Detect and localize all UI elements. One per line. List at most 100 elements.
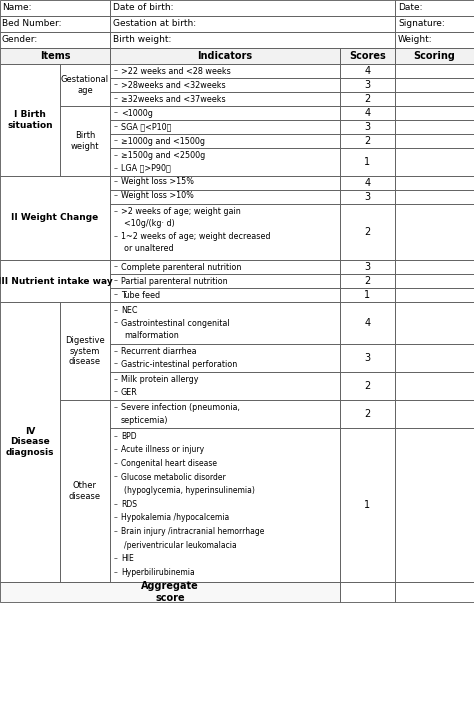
Text: –: –: [114, 527, 118, 536]
Text: RDS: RDS: [121, 500, 137, 509]
Bar: [395, 176, 474, 190]
Bar: [0, 48, 110, 64]
Bar: [110, 260, 340, 274]
Text: –: –: [114, 445, 118, 454]
Text: Brain injury /intracranial hemorrhage: Brain injury /intracranial hemorrhage: [121, 527, 264, 536]
Bar: [110, 400, 340, 428]
Bar: [395, 92, 474, 106]
Bar: [340, 204, 395, 260]
Bar: [340, 120, 395, 134]
Text: Digestive
system
disease: Digestive system disease: [65, 336, 105, 366]
Bar: [395, 582, 474, 602]
Text: BPD: BPD: [121, 432, 137, 441]
Text: 1: 1: [365, 500, 371, 510]
Text: –: –: [114, 164, 118, 173]
Text: <10g/(kg· d): <10g/(kg· d): [124, 219, 175, 228]
Text: –: –: [114, 568, 118, 577]
Text: –: –: [114, 388, 118, 396]
Text: 2: 2: [365, 136, 371, 146]
Text: –: –: [114, 191, 118, 200]
Text: I Birth
situation: I Birth situation: [7, 111, 53, 130]
Text: Weight loss >15%: Weight loss >15%: [121, 177, 194, 186]
Text: 1: 1: [365, 290, 371, 300]
Text: –: –: [114, 207, 118, 216]
Text: malformation: malformation: [124, 331, 179, 340]
Text: GER: GER: [121, 388, 138, 396]
Bar: [340, 106, 395, 120]
Bar: [395, 120, 474, 134]
Text: Other
disease: Other disease: [69, 481, 101, 501]
Text: or unaltered: or unaltered: [124, 245, 173, 253]
Bar: [395, 32, 474, 48]
Bar: [340, 428, 395, 582]
Text: 4: 4: [365, 66, 371, 76]
Bar: [60, 302, 110, 400]
Bar: [395, 134, 474, 148]
Text: –: –: [114, 473, 118, 481]
Bar: [110, 344, 340, 372]
Bar: [110, 16, 395, 32]
Text: 3: 3: [365, 353, 371, 363]
Bar: [110, 190, 340, 204]
Bar: [340, 260, 395, 274]
Text: –: –: [114, 432, 118, 441]
Bar: [340, 274, 395, 288]
Text: 2: 2: [365, 276, 371, 286]
Bar: [110, 204, 340, 260]
Bar: [110, 106, 340, 120]
Bar: [110, 372, 340, 400]
Text: LGA （>P90）: LGA （>P90）: [121, 164, 171, 173]
Bar: [0, 176, 110, 260]
Bar: [395, 302, 474, 344]
Text: HIE: HIE: [121, 554, 134, 564]
Bar: [395, 204, 474, 260]
Text: –: –: [114, 459, 118, 468]
Bar: [395, 344, 474, 372]
Bar: [0, 32, 110, 48]
Text: –: –: [114, 177, 118, 186]
Bar: [340, 64, 395, 78]
Bar: [395, 428, 474, 582]
Text: Tube feed: Tube feed: [121, 291, 160, 299]
Text: Partial parenteral nutrition: Partial parenteral nutrition: [121, 277, 228, 286]
Text: –: –: [114, 513, 118, 523]
Text: Hypokalemia /hypocalcemia: Hypokalemia /hypocalcemia: [121, 513, 229, 523]
Text: II Weight Change: II Weight Change: [11, 213, 99, 223]
Text: –: –: [114, 403, 118, 413]
Text: Acute illness or injury: Acute illness or injury: [121, 445, 204, 454]
Text: septicemia): septicemia): [121, 415, 168, 425]
Text: –: –: [114, 151, 118, 160]
Text: 2: 2: [365, 94, 371, 104]
Bar: [395, 400, 474, 428]
Text: >28weeks and <32weeks: >28weeks and <32weeks: [121, 81, 226, 89]
Text: 1: 1: [365, 157, 371, 167]
Bar: [395, 64, 474, 78]
Text: 3: 3: [365, 80, 371, 90]
Text: 4: 4: [365, 178, 371, 188]
Bar: [0, 16, 110, 32]
Text: Signature:: Signature:: [398, 20, 445, 28]
Text: Hyperbilirubinemia: Hyperbilirubinemia: [121, 568, 195, 577]
Bar: [340, 302, 395, 344]
Bar: [0, 64, 60, 176]
Text: –: –: [114, 554, 118, 564]
Text: 4: 4: [365, 108, 371, 118]
Text: –: –: [114, 108, 118, 118]
Bar: [0, 0, 110, 16]
Text: >22 weeks and <28 weeks: >22 weeks and <28 weeks: [121, 67, 231, 75]
Text: Recurrent diarrhea: Recurrent diarrhea: [121, 347, 197, 357]
Bar: [340, 344, 395, 372]
Text: 3: 3: [365, 122, 371, 132]
Bar: [0, 302, 60, 582]
Bar: [110, 288, 340, 302]
Bar: [60, 400, 110, 582]
Text: –: –: [114, 500, 118, 509]
Text: –: –: [114, 375, 118, 384]
Text: NEC: NEC: [121, 306, 137, 315]
Bar: [110, 120, 340, 134]
Bar: [395, 16, 474, 32]
Bar: [340, 582, 395, 602]
Text: 4: 4: [365, 318, 371, 328]
Bar: [110, 302, 340, 344]
Text: –: –: [114, 359, 118, 369]
